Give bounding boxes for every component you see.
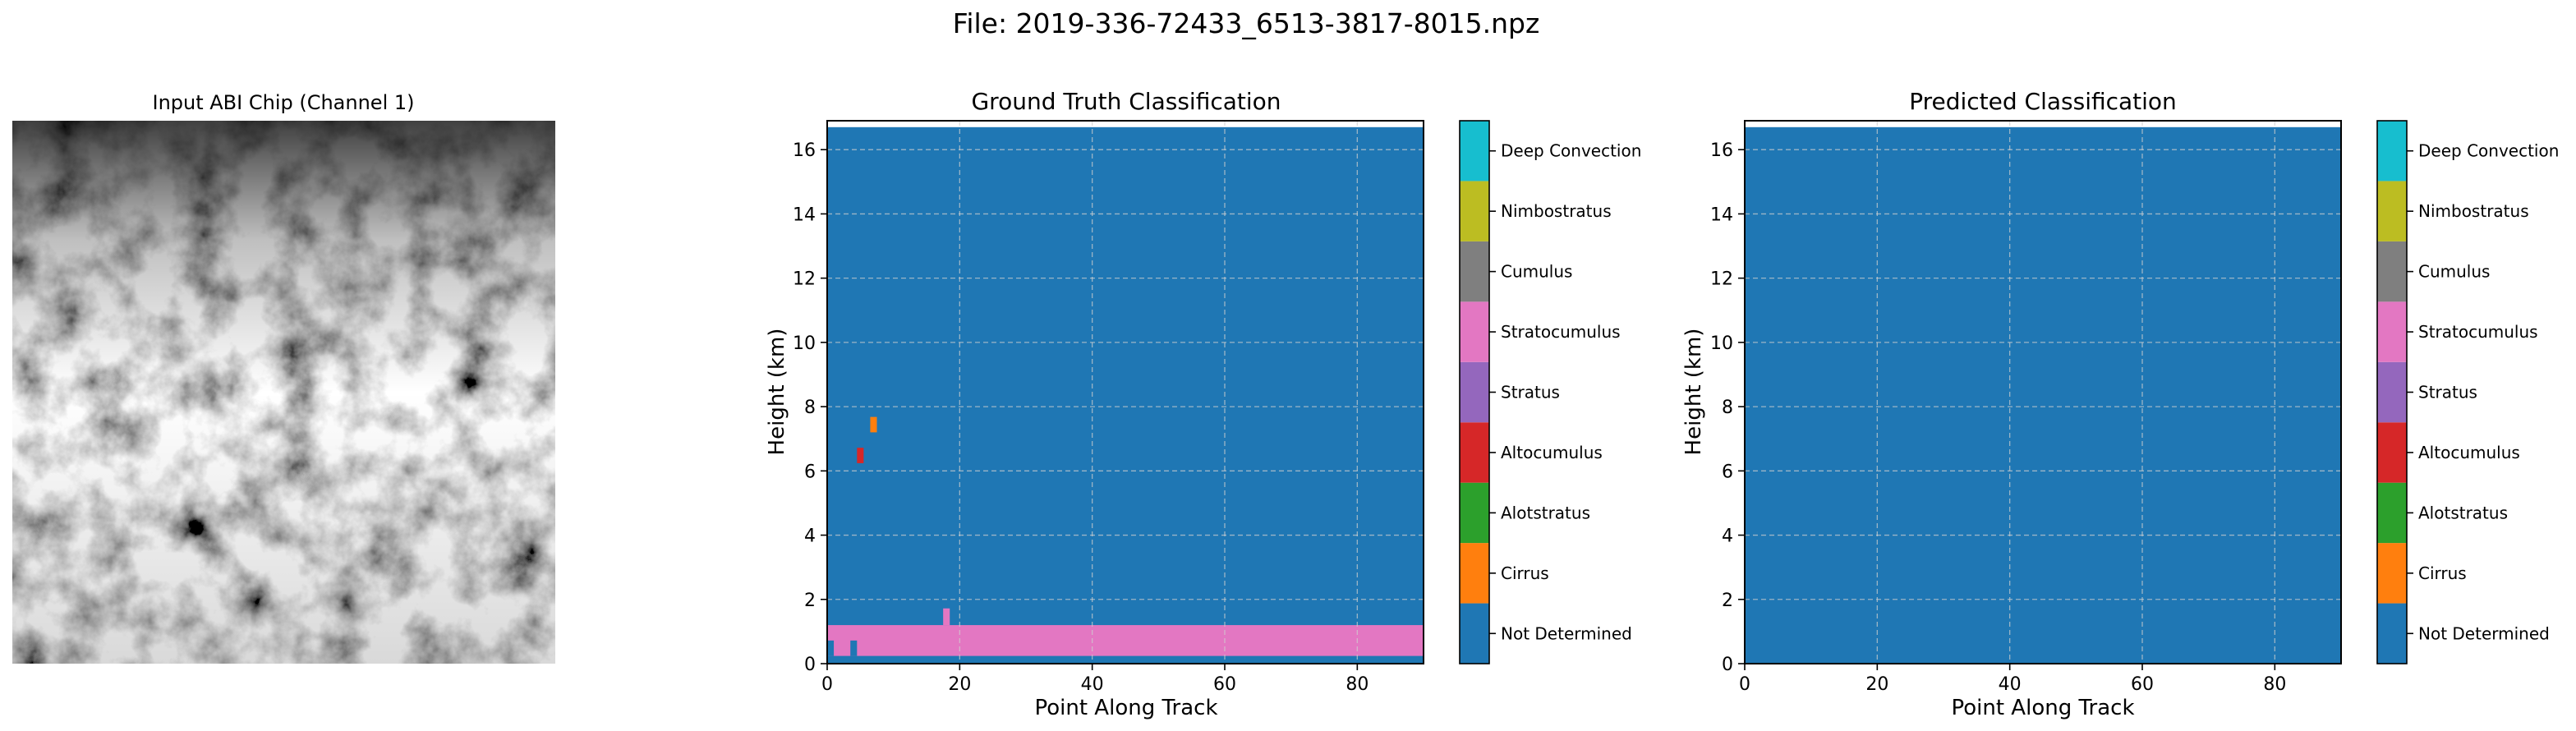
y-tick-label: 4 [804,526,816,547]
y-tick-label: 6 [804,462,816,482]
colorbar-swatch [1460,301,1489,362]
colorbar-swatch [1460,543,1489,604]
input-image-title: Input ABI Chip (Channel 1) [152,91,414,114]
colorbar-frame [2376,120,2408,664]
colorbar-label: Deep Convection [2418,141,2559,161]
colorbar-label: Deep Convection [1501,141,1641,161]
colorbar-swatch [2377,422,2407,483]
colorbar-swatch [1460,422,1489,483]
colorbar-frame [1459,120,1490,664]
colorbar-swatch [2377,241,2407,302]
y-tick-label: 4 [1722,526,1733,547]
colorbar-label: Cumulus [1501,262,1572,282]
colorbar-swatch [2377,603,2407,664]
colorbar-swatch [1460,361,1489,423]
x-tick-label: 20 [1865,674,1888,695]
class-region-stratocumulus [943,608,950,626]
x-tick-label: 80 [1346,674,1368,695]
x-tick-label: 60 [1213,674,1236,695]
x-tick-label: 0 [1739,674,1750,695]
y-tick-label: 0 [1722,655,1733,675]
y-tick-label: 2 [1722,591,1733,611]
colorbar-label: Stratus [2418,383,2477,402]
ground-truth-title: Ground Truth Classification [971,88,1281,115]
ground-truth-ylabel: Height (km) [765,329,789,456]
colorbar-label: Altocumulus [2418,443,2520,462]
colorbar-label: Stratus [1501,383,1560,402]
y-tick-label: 16 [793,140,816,161]
y-tick-label: 8 [804,398,816,418]
colorbar-swatch [1460,482,1489,544]
x-tick-label: 60 [2131,674,2154,695]
y-tick-label: 2 [804,591,816,611]
colorbar-swatch [2377,361,2407,423]
figure-suptitle: File: 2019-336-72433_6513-3817-8015.npz [953,7,1540,39]
y-tick-label: 6 [1722,462,1733,482]
y-tick-label: 12 [793,269,816,290]
ground-truth-xlabel: Point Along Track [1034,696,1217,720]
ground-truth-panel: Ground Truth Classification Point Along … [765,88,1641,720]
input-image-panel: Input ABI Chip (Channel 1) [12,91,555,664]
class-region-cirrus [870,416,877,433]
colorbar-label: Alotstratus [2418,503,2508,522]
x-tick-label: 40 [1081,674,1104,695]
class-region-not-determined [827,640,835,656]
y-tick-label: 12 [1710,269,1733,290]
colorbar-swatch [2377,482,2407,544]
input-abi-chip-image [12,121,555,664]
colorbar-swatch [2377,543,2407,604]
colorbar-swatch [2377,121,2407,182]
colorbar-swatch [2377,301,2407,362]
colorbar-label: Altocumulus [1501,443,1603,462]
class-region-altocumulus [857,448,864,463]
class-region-stratocumulus [827,625,1424,656]
y-tick-label: 14 [793,205,816,225]
colorbar-swatch [1460,603,1489,664]
colorbar-swatch [1460,241,1489,302]
x-tick-label: 80 [2263,674,2286,695]
axes-frame [826,120,1424,664]
y-tick-label: 8 [1722,398,1733,418]
class-region-not-determined [850,640,858,656]
predicted-ylabel: Height (km) [1681,329,1706,456]
colorbar-label: Cumulus [2418,262,2490,282]
colorbar-swatch [1460,121,1489,182]
x-tick-label: 0 [821,674,833,695]
predicted-panel: Predicted Classification Point Along Tra… [1681,88,2559,720]
colorbar-swatch [2377,181,2407,241]
predicted-xlabel: Point Along Track [1951,696,2134,720]
colorbar-label: Nimbostratus [2418,201,2529,221]
heatmap-background [827,126,1424,664]
colorbar-label: Stratocumulus [1501,322,1621,342]
colorbar-label: Nimbostratus [1501,201,1612,221]
axes-frame [1744,120,2342,664]
colorbar-label: Cirrus [2418,563,2467,583]
colorbar-label: Stratocumulus [2418,322,2538,342]
y-tick-label: 10 [793,333,816,354]
heatmap-background [1745,126,2341,664]
colorbar-label: Not Determined [2418,623,2550,643]
x-tick-label: 20 [948,674,971,695]
y-tick-label: 10 [1710,333,1733,354]
colorbar-swatch [1460,181,1489,241]
x-tick-label: 40 [1999,674,2022,695]
colorbar-label: Not Determined [1501,623,1632,643]
y-tick-label: 0 [804,655,816,675]
y-tick-label: 16 [1710,140,1733,161]
y-tick-label: 14 [1710,205,1733,225]
colorbar-label: Cirrus [1501,563,1549,583]
predicted-title: Predicted Classification [1909,88,2177,115]
colorbar-label: Alotstratus [1501,503,1590,522]
